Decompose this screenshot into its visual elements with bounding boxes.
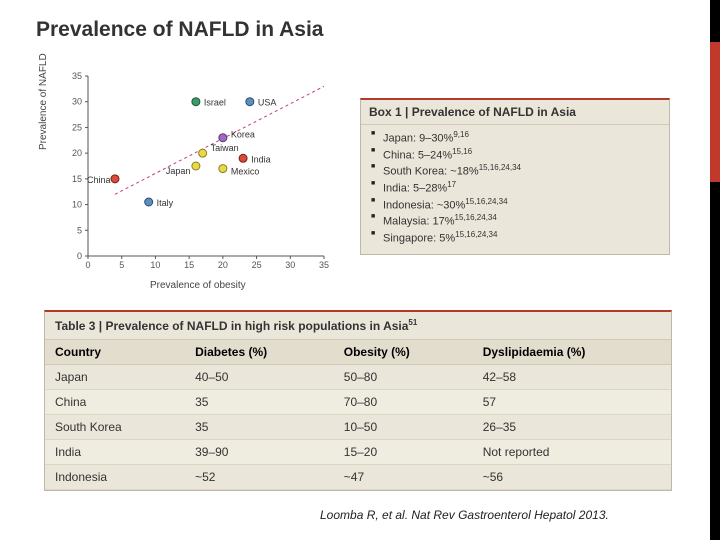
table-row: Indonesia~52~47~56	[45, 465, 671, 490]
chart-y-axis-label: Prevalence of NAFLD	[38, 53, 49, 150]
svg-text:0: 0	[77, 251, 82, 261]
table-row: South Korea3510–5026–35	[45, 415, 671, 440]
svg-text:35: 35	[72, 71, 82, 81]
table3-column-header: Dyslipidaemia (%)	[473, 340, 671, 365]
table-cell: 35	[185, 415, 334, 440]
table-cell: 50–80	[334, 365, 473, 390]
svg-text:Israel: Israel	[204, 98, 226, 108]
table-cell: India	[45, 440, 185, 465]
svg-text:15: 15	[72, 174, 82, 184]
svg-text:30: 30	[285, 260, 295, 270]
table-cell: 70–80	[334, 390, 473, 415]
svg-text:Taiwan: Taiwan	[211, 143, 239, 153]
table-cell: 15–20	[334, 440, 473, 465]
svg-text:15: 15	[184, 260, 194, 270]
table-cell: 10–50	[334, 415, 473, 440]
table3-header: Table 3 | Prevalence of NAFLD in high ri…	[45, 312, 671, 339]
box1-item: China: 5–24%15,16	[371, 146, 659, 163]
table3-header-sup: 51	[408, 318, 417, 327]
table-cell: 57	[473, 390, 671, 415]
svg-text:5: 5	[119, 260, 124, 270]
table3-column-row: CountryDiabetes (%)Obesity (%)Dyslipidae…	[45, 340, 671, 365]
table3-column-header: Diabetes (%)	[185, 340, 334, 365]
svg-text:USA: USA	[258, 98, 277, 108]
table-cell: South Korea	[45, 415, 185, 440]
table3-column-header: Country	[45, 340, 185, 365]
table-cell: ~56	[473, 465, 671, 490]
svg-text:Italy: Italy	[157, 198, 174, 208]
box1-item: Singapore: 5%15,16,24,34	[371, 229, 659, 246]
table-cell: 35	[185, 390, 334, 415]
table-cell: Not reported	[473, 440, 671, 465]
svg-text:Japan: Japan	[166, 166, 191, 176]
table3-column-header: Obesity (%)	[334, 340, 473, 365]
table3-panel: Table 3 | Prevalence of NAFLD in high ri…	[44, 310, 672, 491]
table-cell: 39–90	[185, 440, 334, 465]
box1-item: India: 5–28%17	[371, 179, 659, 196]
box1-item: South Korea: ~18%15,16,24,34	[371, 162, 659, 179]
box1-item: Malaysia: 17%15,16,24,34	[371, 212, 659, 229]
table-cell: ~47	[334, 465, 473, 490]
svg-text:Korea: Korea	[231, 130, 255, 140]
svg-text:India: India	[251, 154, 271, 164]
table-cell: Japan	[45, 365, 185, 390]
table-cell: ~52	[185, 465, 334, 490]
box1-header: Box 1 | Prevalence of NAFLD in Asia	[361, 100, 669, 125]
svg-text:10: 10	[72, 200, 82, 210]
svg-text:China: China	[87, 175, 111, 185]
svg-text:10: 10	[150, 260, 160, 270]
table3-header-text: Table 3 | Prevalence of NAFLD in high ri…	[55, 319, 408, 333]
svg-text:5: 5	[77, 225, 82, 235]
svg-text:Mexico: Mexico	[231, 167, 260, 177]
table-cell: 26–35	[473, 415, 671, 440]
table-cell: Indonesia	[45, 465, 185, 490]
svg-text:35: 35	[319, 260, 329, 270]
box1-item: Indonesia: ~30%15,16,24,34	[371, 196, 659, 213]
page-title: Prevalence of NAFLD in Asia	[36, 18, 323, 42]
scatter-chart: 0 5 10 15 20 25 30 35 0 5 10 15 20 25 30 35 China Italy Ja…	[60, 70, 330, 280]
box1-item: Japan: 9–30%9,16	[371, 129, 659, 146]
table-row: Japan40–5050–8042–58	[45, 365, 671, 390]
svg-text:30: 30	[72, 97, 82, 107]
table-row: China3570–8057	[45, 390, 671, 415]
citation: Loomba R, et al. Nat Rev Gastroenterol H…	[320, 508, 609, 522]
chart-x-axis-label: Prevalence of obesity	[150, 280, 246, 291]
svg-text:20: 20	[218, 260, 228, 270]
svg-text:0: 0	[85, 260, 90, 270]
svg-text:20: 20	[72, 148, 82, 158]
table-cell: China	[45, 390, 185, 415]
table-cell: 40–50	[185, 365, 334, 390]
svg-text:25: 25	[72, 122, 82, 132]
box1-list: Japan: 9–30%9,16China: 5–24%15,16South K…	[361, 125, 669, 254]
table-cell: 42–58	[473, 365, 671, 390]
accent-bar-red	[710, 42, 720, 182]
box1-panel: Box 1 | Prevalence of NAFLD in Asia Japa…	[360, 98, 670, 255]
svg-text:25: 25	[252, 260, 262, 270]
table-row: India39–9015–20Not reported	[45, 440, 671, 465]
